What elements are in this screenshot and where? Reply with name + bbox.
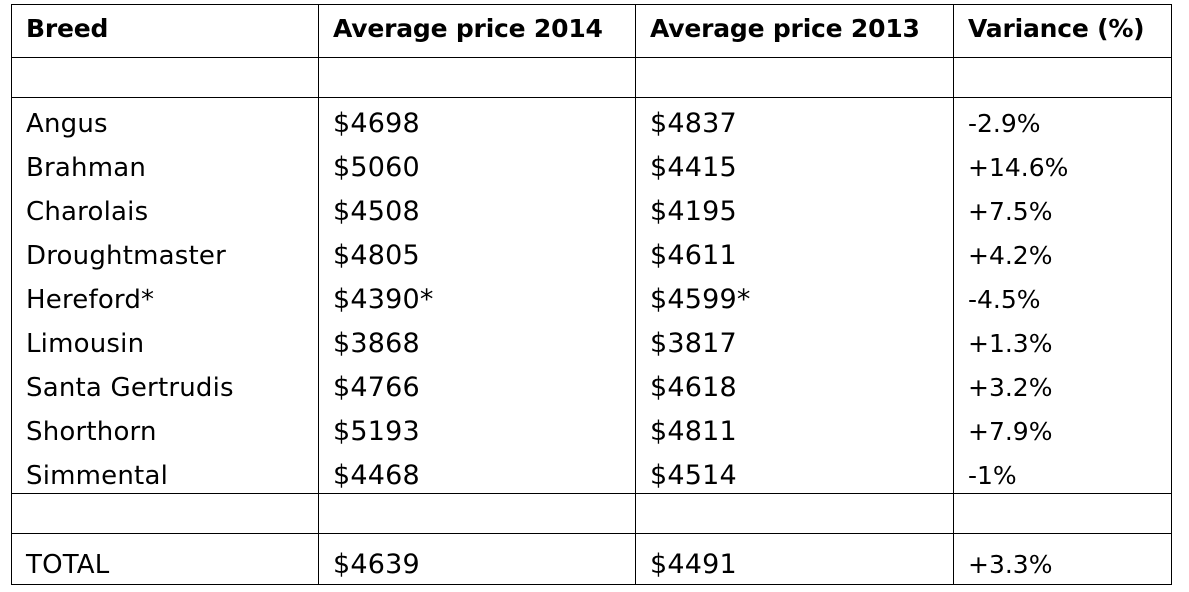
- empty-cell: [318, 57, 636, 98]
- total-row: TOTAL $4639 $4491 +3.3%: [11, 533, 1172, 585]
- price-2013-cell: $4415: [635, 141, 954, 185]
- breed-cell: Angus: [11, 97, 319, 141]
- price-2013-cell: $4618: [635, 361, 954, 405]
- empty-cell: [953, 493, 1172, 534]
- empty-cell: [953, 57, 1172, 98]
- breed-cell: Limousin: [11, 317, 319, 361]
- table-row: Hereford* $4390* $4599* -4.5%: [11, 273, 1172, 317]
- price-2014-cell: $4468: [318, 449, 636, 494]
- price-2014-cell: $4805: [318, 229, 636, 273]
- breed-cell: Droughtmaster: [11, 229, 319, 273]
- empty-row: [11, 57, 1172, 98]
- price-2014-cell: $4390*: [318, 273, 636, 317]
- breed-cell: Simmental: [11, 449, 319, 494]
- variance-cell: +7.5%: [953, 185, 1172, 229]
- empty-cell: [635, 493, 954, 534]
- price-2013-cell: $3817: [635, 317, 954, 361]
- empty-cell: [318, 493, 636, 534]
- variance-cell: +7.9%: [953, 405, 1172, 449]
- variance-cell: -1%: [953, 449, 1172, 494]
- table-row: Charolais $4508 $4195 +7.5%: [11, 185, 1172, 229]
- price-2013-cell: $4837: [635, 97, 954, 141]
- price-2013-cell: $4599*: [635, 273, 954, 317]
- table-row: Brahman $5060 $4415 +14.6%: [11, 141, 1172, 185]
- breed-cell: Hereford*: [11, 273, 319, 317]
- table-row: Angus $4698 $4837 -2.9%: [11, 97, 1172, 141]
- table-row: Santa Gertrudis $4766 $4618 +3.2%: [11, 361, 1172, 405]
- breed-cell: Shorthorn: [11, 405, 319, 449]
- header-breed: Breed: [11, 4, 319, 58]
- variance-cell: +1.3%: [953, 317, 1172, 361]
- empty-cell: [11, 57, 319, 98]
- price-2014-cell: $4698: [318, 97, 636, 141]
- table-row: Simmental $4468 $4514 -1%: [11, 449, 1172, 494]
- variance-cell: +3.2%: [953, 361, 1172, 405]
- price-2014-cell: $3868: [318, 317, 636, 361]
- header-price-2013: Average price 2013: [635, 4, 954, 58]
- header-row: Breed Average price 2014 Average price 2…: [11, 4, 1172, 58]
- variance-cell: +14.6%: [953, 141, 1172, 185]
- price-2014-cell: $5193: [318, 405, 636, 449]
- empty-cell: [11, 493, 319, 534]
- price-2014-cell: $4766: [318, 361, 636, 405]
- breed-cell: Charolais: [11, 185, 319, 229]
- variance-cell: -4.5%: [953, 273, 1172, 317]
- total-price-2013-cell: $4491: [635, 533, 954, 585]
- price-2013-cell: $4611: [635, 229, 954, 273]
- breed-cell: Brahman: [11, 141, 319, 185]
- price-2013-cell: $4514: [635, 449, 954, 494]
- breed-cell: Santa Gertrudis: [11, 361, 319, 405]
- total-price-2014-cell: $4639: [318, 533, 636, 585]
- price-2014-cell: $4508: [318, 185, 636, 229]
- total-label-cell: TOTAL: [11, 533, 319, 585]
- price-2013-cell: $4195: [635, 185, 954, 229]
- empty-cell: [635, 57, 954, 98]
- variance-cell: -2.9%: [953, 97, 1172, 141]
- table-row: Shorthorn $5193 $4811 +7.9%: [11, 405, 1172, 449]
- table-row: Droughtmaster $4805 $4611 +4.2%: [11, 229, 1172, 273]
- price-2013-cell: $4811: [635, 405, 954, 449]
- price-2014-cell: $5060: [318, 141, 636, 185]
- header-variance: Variance (%): [953, 4, 1172, 58]
- total-variance-cell: +3.3%: [953, 533, 1172, 585]
- header-price-2014: Average price 2014: [318, 4, 636, 58]
- breed-price-table: Breed Average price 2014 Average price 2…: [11, 4, 1172, 585]
- variance-cell: +4.2%: [953, 229, 1172, 273]
- table-row: Limousin $3868 $3817 +1.3%: [11, 317, 1172, 361]
- empty-row: [11, 493, 1172, 534]
